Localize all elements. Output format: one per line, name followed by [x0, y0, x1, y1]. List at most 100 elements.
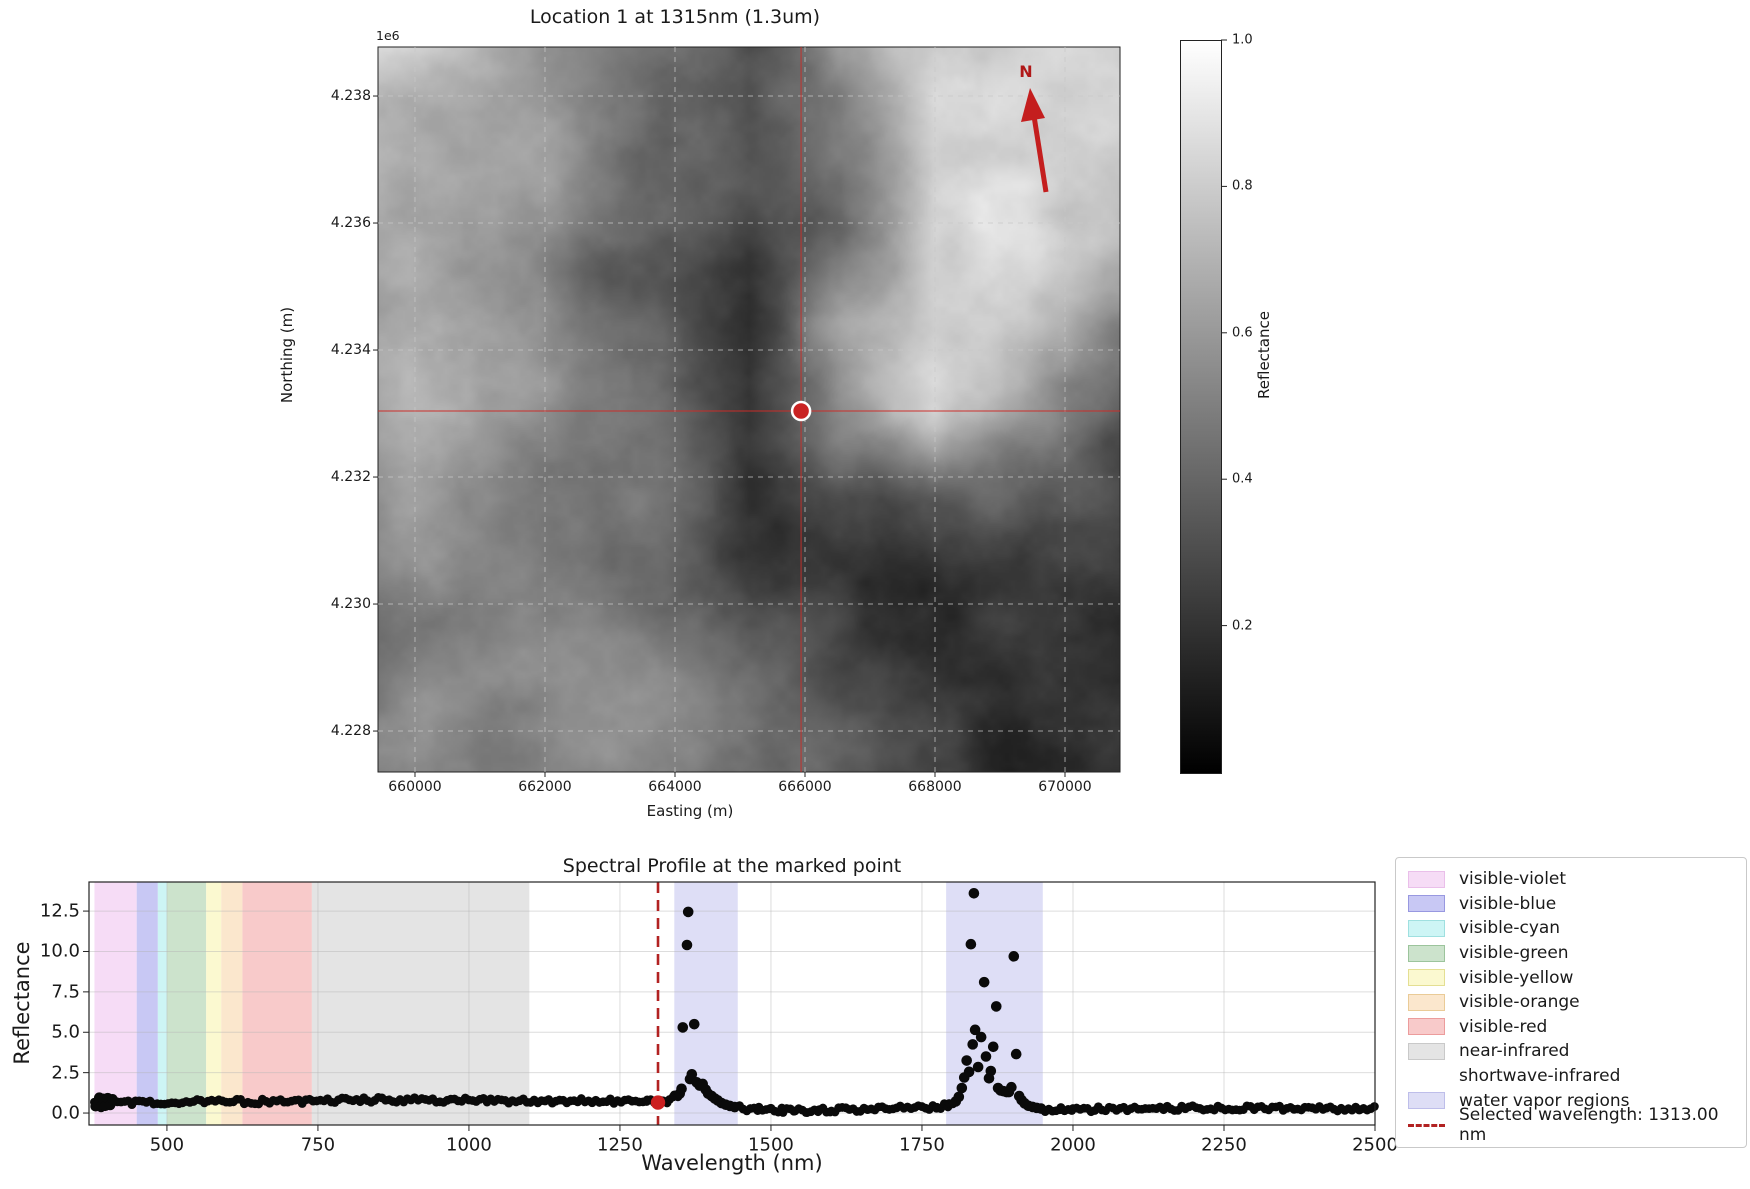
tick-label: 5.0	[51, 1021, 80, 1043]
marked-point[interactable]	[790, 400, 812, 422]
tick-label: 2250	[1201, 1134, 1247, 1156]
spectrum-dot	[677, 1022, 689, 1033]
legend-swatch	[1408, 1042, 1445, 1060]
reflectance-image[interactable]	[378, 47, 1120, 772]
legend-dashed-line-swatch	[1408, 1123, 1445, 1127]
spectral-xlabel: Wavelength (nm)	[641, 1151, 823, 1175]
spectrum-dot	[107, 1094, 118, 1105]
spectrum-dot	[975, 1031, 987, 1043]
tick-label: 500	[149, 1134, 185, 1156]
band-visible-blue	[136, 882, 158, 1125]
tick-label: 1.0	[1232, 32, 1253, 48]
legend-swatch	[1408, 895, 1445, 913]
legend-item: visible-red	[1408, 1015, 1734, 1040]
spectrum-dot	[1006, 1081, 1017, 1093]
legend-swatch	[1408, 870, 1445, 888]
spectrum-dot	[681, 939, 693, 951]
legend-item-label: Selected wavelength: 1313.00 nm	[1459, 1105, 1719, 1146]
spectrum-dot	[686, 1068, 698, 1080]
tick-label: 662000	[518, 779, 572, 795]
legend-item-label: visible-orange	[1459, 992, 1580, 1013]
spectral-title: Spectral Profile at the marked point	[562, 855, 902, 877]
spectrum-dot	[961, 1055, 972, 1066]
legend-item: visible-cyan	[1408, 916, 1734, 941]
image-frame	[377, 46, 1121, 773]
selected-wavelength-point	[650, 1095, 666, 1110]
band-visible-yellow	[206, 882, 222, 1125]
tick-label: 670000	[1038, 779, 1092, 795]
colorbar	[1180, 40, 1222, 774]
legend-swatch	[1408, 969, 1445, 987]
spectrum-dot	[1008, 951, 1020, 962]
spectrum-dot	[969, 1024, 981, 1036]
tick-label: 4.232	[330, 469, 371, 486]
band-visible-orange	[221, 882, 243, 1125]
tick-label: 0.6	[1232, 325, 1253, 341]
tick-label: 0.2	[1232, 618, 1253, 634]
spectrum-dot	[967, 1039, 979, 1050]
legend-item: visible-yellow	[1408, 965, 1734, 990]
north-arrow-head	[1021, 88, 1045, 122]
north-arrow-shaft	[1031, 115, 1049, 193]
legend-item-label: visible-violet	[1459, 869, 1567, 890]
band-visible-red	[242, 882, 312, 1125]
image-title: Location 1 at 1315nm (1.3um)	[529, 6, 821, 28]
spectrum-dot	[729, 1101, 741, 1113]
spectrum-dot	[688, 1018, 700, 1030]
legend-swatch	[1408, 919, 1445, 937]
spectrum-dot	[1035, 1103, 1047, 1114]
tick-label: 668000	[908, 779, 962, 795]
band-near-infrared	[311, 882, 530, 1125]
tick-label: 664000	[648, 779, 702, 795]
legend-item: visible-blue	[1408, 892, 1734, 917]
tick-label: 666000	[778, 779, 832, 795]
tick-label: 4.228	[330, 723, 371, 740]
spectrum-dot	[1010, 1048, 1022, 1060]
legend-item: shortwave-infrared	[1408, 1064, 1734, 1089]
spectrum-dot	[953, 1091, 965, 1103]
legend-swatch	[1408, 1092, 1445, 1110]
tick-label: 4.234	[330, 342, 371, 359]
spectrum-dot	[978, 976, 990, 988]
legend-swatch	[1408, 1067, 1445, 1085]
spectrum-dot	[990, 1001, 1002, 1012]
legend-item-label: visible-yellow	[1459, 967, 1574, 988]
legend-swatch	[1408, 1018, 1445, 1036]
legend-item-label: visible-red	[1459, 1016, 1548, 1037]
spectrum-dot	[980, 1051, 992, 1062]
band-visible-violet	[94, 882, 137, 1125]
tick-label: 0.4	[1232, 471, 1253, 487]
legend: visible-violet visible-blue visible-cyan vi…	[1395, 857, 1747, 1148]
tick-label: 1250	[597, 1134, 643, 1156]
tick-label: 660000	[388, 779, 442, 795]
spectrum-dot	[682, 906, 694, 918]
legend-item-label: shortwave-infrared	[1459, 1066, 1621, 1087]
tick-label: 1500	[748, 1134, 794, 1156]
tick-label: 750	[300, 1134, 336, 1156]
tick-label: 2500	[1352, 1134, 1398, 1156]
tick-label: 1750	[899, 1134, 945, 1156]
image-xlabel: Easting (m)	[646, 802, 734, 820]
axis-offset-text: 1e6	[376, 28, 400, 43]
tick-label: 4.236	[330, 215, 371, 232]
legend-item-label: water vapor regions	[1459, 1090, 1630, 1111]
tick-label: 2000	[1050, 1134, 1096, 1156]
legend-item-label: visible-blue	[1459, 893, 1557, 914]
tick-label: 4.230	[330, 596, 371, 613]
legend-item-label: near-infrared	[1459, 1041, 1570, 1062]
legend-swatch	[1408, 944, 1445, 962]
tick-label: 2.5	[51, 1062, 80, 1084]
legend-item: visible-violet	[1408, 867, 1734, 892]
tick-label: 0.8	[1232, 178, 1253, 194]
legend-item-label: visible-green	[1459, 943, 1569, 964]
spectrum-dot	[972, 1061, 984, 1073]
legend-swatch	[1408, 993, 1445, 1011]
legend-item: water vapor regions	[1408, 1088, 1734, 1113]
spectrum-dot	[968, 888, 980, 899]
tick-label: 4.238	[330, 88, 371, 105]
tick-label: 0.0	[51, 1102, 80, 1124]
north-label: N	[1019, 62, 1032, 81]
spectrum-dot	[963, 1066, 975, 1078]
